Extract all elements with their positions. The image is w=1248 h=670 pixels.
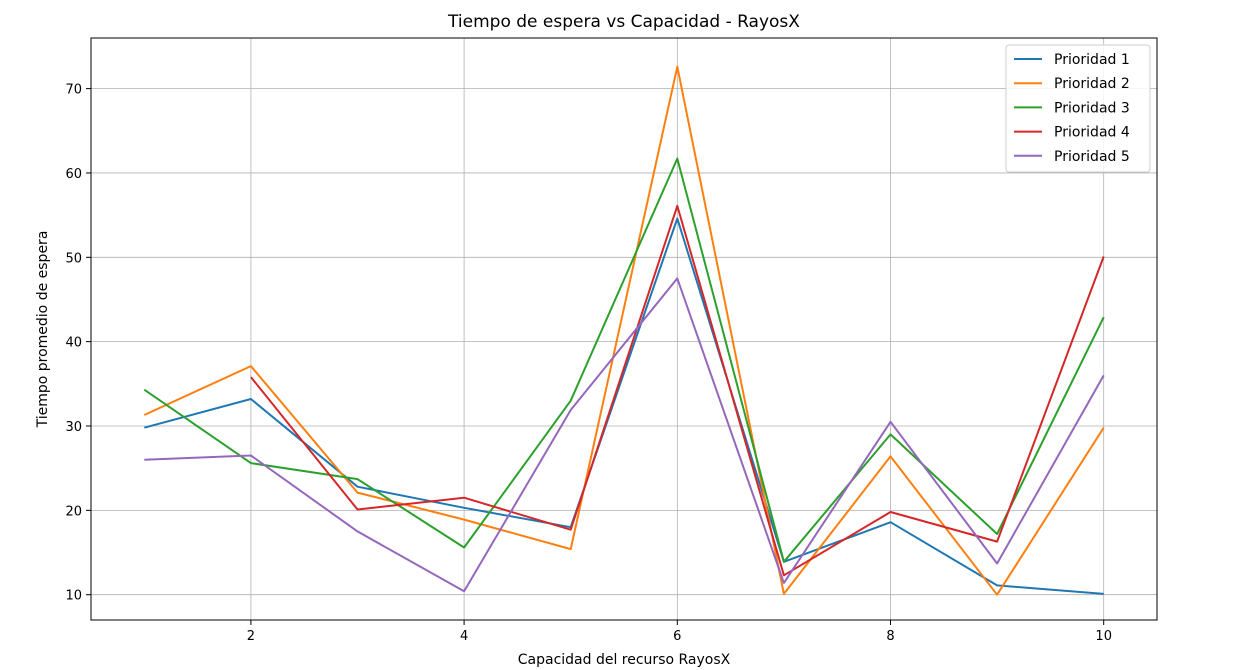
chart-title: Tiempo de espera vs Capacidad - RayosX [447, 12, 800, 32]
x-tick-label: 8 [886, 629, 894, 644]
y-tick-label: 60 [65, 167, 82, 182]
y-tick-label: 20 [65, 504, 82, 519]
x-tick-label: 4 [460, 629, 468, 644]
y-axis-label: Tiempo promedio de espera [35, 231, 51, 429]
legend-label-2: Prioridad 2 [1054, 76, 1130, 92]
legend-label-3: Prioridad 3 [1054, 100, 1130, 116]
series-line-1 [144, 217, 1104, 595]
y-tick-label: 50 [65, 251, 82, 266]
grid [91, 38, 1157, 620]
y-tick-label: 40 [65, 336, 82, 351]
series-line-2 [143, 65, 1105, 596]
legend: Prioridad 1 Prioridad 2 Prioridad 3 Priorid… [1005, 44, 1151, 173]
legend-label-5: Prioridad 5 [1054, 149, 1130, 165]
y-axis-ticks: 10 20 30 40 50 60 70 [65, 83, 91, 604]
x-tick-label: 6 [673, 629, 681, 644]
plot-area-frame [90, 37, 1158, 621]
series-line-3 [143, 157, 1105, 563]
series-line-5 [144, 277, 1105, 593]
x-axis-label: Capacidad del recurso RayosX [518, 652, 731, 668]
y-tick-label: 30 [65, 420, 82, 435]
x-tick-label: 2 [247, 629, 255, 644]
legend-box [1005, 44, 1151, 173]
series-line-4 [250, 204, 1105, 577]
y-tick-label: 10 [65, 589, 82, 604]
x-tick-label: 10 [1095, 629, 1112, 644]
x-axis-ticks: 2 4 6 8 10 [247, 620, 1112, 644]
series-lines [143, 65, 1105, 596]
y-tick-label: 70 [65, 83, 82, 98]
legend-label-1: Prioridad 1 [1054, 52, 1130, 68]
legend-label-4: Prioridad 4 [1054, 125, 1130, 141]
